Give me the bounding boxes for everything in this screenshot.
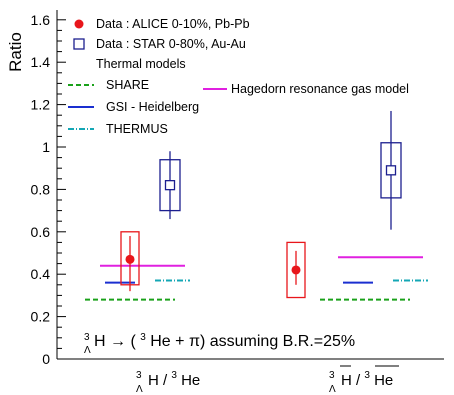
x-tick-label-antihypertriton: 3 Λ H / 3 He (329, 365, 393, 395)
systematic-box (286, 241, 306, 299)
legend-star-label: Data : STAR 0-80%, Au-Au (96, 37, 246, 51)
legend-gsi-label: GSI - Heidelberg (106, 100, 199, 114)
star-data-point (385, 165, 397, 176)
legend-share-label: SHARE (106, 78, 149, 92)
y-tick-label: 1 (42, 139, 50, 155)
y-axis-ticks: 0 0.2 0.4 0.6 0.8 1 1.2 1.4 1.6 (31, 12, 66, 367)
plot-frame (56, 10, 444, 360)
legend-alice-label: Data : ALICE 0-10%, Pb-Pb (96, 17, 250, 31)
alice-data-point (291, 265, 301, 275)
legend-thermus-label: THERMUS (106, 122, 168, 136)
y-tick-label: 1.2 (31, 97, 51, 113)
x-axis-labels: 3 Λ H / 3 He 3 Λ H / 3 He (136, 365, 399, 395)
y-tick-label: 1.4 (31, 54, 51, 70)
y-tick-label: 0.2 (31, 309, 51, 325)
y-tick-label: 0 (42, 351, 50, 367)
legend-thermal-header: Thermal models (96, 57, 186, 71)
y-tick-label: 1.6 (31, 12, 51, 28)
thermal-model-lines (85, 256, 428, 301)
legend-alice-marker (74, 19, 84, 29)
decay-annotation: 3 Λ H → ( 3 He + π) assuming B.R.=25% (84, 327, 355, 357)
legend: Data : ALICE 0-10%, Pb-Pb Data : STAR 0-… (68, 17, 409, 136)
annotation-sup-3b: 3 (140, 332, 146, 343)
legend-star-marker (73, 38, 85, 50)
annotation-h: H → ( (94, 333, 136, 350)
annotation-rest: He + π) assuming B.R.=25% (150, 333, 355, 350)
x-tick-label-hypertriton: 3 Λ H / 3 He (136, 365, 200, 395)
star-data-point (164, 180, 176, 191)
y-tick-label: 0.8 (31, 181, 51, 197)
annotation-sub-lambda: Λ (84, 345, 91, 356)
y-tick-label: 0.4 (31, 266, 51, 282)
y-tick-label: 0.6 (31, 224, 51, 240)
legend-hagedorn-label: Hagedorn resonance gas model (231, 82, 409, 96)
alice-data-point (125, 254, 135, 264)
annotation-sup-3: 3 (84, 332, 90, 343)
y-axis-label: Ratio (6, 32, 25, 72)
data-points (120, 110, 402, 299)
